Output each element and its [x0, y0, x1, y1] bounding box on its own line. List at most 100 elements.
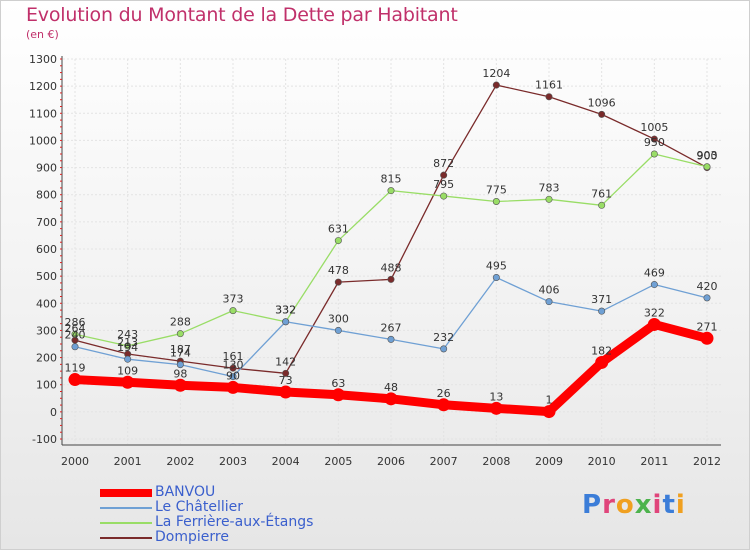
data-point-2 — [229, 307, 237, 315]
data-label-2: 775 — [486, 184, 507, 197]
y-tick-label: 1100 — [29, 107, 57, 120]
data-point-2 — [492, 198, 500, 206]
data-label-0: 90 — [226, 369, 240, 382]
data-point-1 — [282, 318, 290, 326]
data-label-2: 903 — [697, 149, 718, 162]
x-tick-label: 2006 — [377, 455, 405, 468]
data-label-2: 288 — [170, 316, 191, 329]
data-point-1 — [545, 298, 553, 306]
data-label-1: 406 — [539, 284, 560, 297]
data-label-2: 631 — [328, 223, 349, 236]
data-label-3: 478 — [328, 264, 349, 277]
data-label-3: 142 — [275, 355, 296, 368]
legend-item: BANVOU — [100, 485, 313, 500]
data-point-1 — [387, 335, 395, 343]
data-label-0: 322 — [644, 306, 665, 319]
y-tick-label: 600 — [36, 243, 57, 256]
data-label-2: 761 — [591, 187, 612, 200]
data-label-2: 373 — [223, 293, 244, 306]
data-point-0 — [595, 355, 609, 369]
data-label-0: 98 — [173, 367, 187, 380]
data-point-3 — [545, 93, 553, 101]
data-point-2 — [124, 342, 132, 350]
legend-item: Dompierre — [100, 530, 313, 545]
data-point-0 — [121, 375, 135, 389]
data-point-1 — [334, 326, 342, 334]
legend-swatch — [100, 506, 152, 509]
data-label-1: 469 — [644, 267, 665, 280]
x-tick-label: 2005 — [324, 455, 352, 468]
data-label-1: 267 — [381, 321, 402, 334]
data-label-3: 1204 — [482, 67, 510, 80]
legend-label: Dompierre — [155, 529, 229, 545]
data-point-2 — [71, 330, 79, 338]
legend-swatch — [100, 521, 152, 524]
data-label-1: 495 — [486, 260, 507, 273]
x-tick-label: 2012 — [693, 455, 721, 468]
data-label-2: 783 — [539, 181, 560, 194]
data-point-2 — [387, 187, 395, 195]
x-tick-label: 2008 — [482, 455, 510, 468]
data-label-2: 795 — [433, 178, 454, 191]
data-point-0 — [437, 398, 451, 412]
data-label-3: 872 — [433, 157, 454, 170]
y-tick-label: 300 — [36, 324, 57, 337]
chart-subtitle: (en €) — [26, 28, 59, 41]
data-label-1: 240 — [65, 329, 86, 342]
y-tick-label: 400 — [36, 297, 57, 310]
data-label-3: 1005 — [640, 121, 668, 134]
data-label-1: 300 — [328, 312, 349, 325]
x-tick-label: 2007 — [430, 455, 458, 468]
y-tick-label: 800 — [36, 189, 57, 202]
legend-item: La Ferrière-aux-Étangs — [100, 515, 313, 530]
data-label-0: 48 — [384, 381, 398, 394]
data-point-1 — [229, 373, 237, 381]
data-label-1: 174 — [170, 347, 191, 360]
y-tick-label: 900 — [36, 162, 57, 175]
data-label-2: 815 — [381, 173, 402, 186]
data-label-3: 900 — [697, 150, 718, 163]
data-label-2: 286 — [65, 316, 86, 329]
data-label-2: 950 — [644, 136, 665, 149]
data-point-0 — [647, 317, 661, 331]
data-point-3 — [440, 171, 448, 179]
data-point-3 — [650, 135, 658, 143]
x-tick-label: 2010 — [588, 455, 616, 468]
data-point-0 — [384, 392, 398, 406]
data-point-3 — [492, 81, 500, 89]
data-label-1: 194 — [117, 341, 138, 354]
data-label-1: 332 — [275, 304, 296, 317]
data-label-3: 187 — [170, 343, 191, 356]
x-tick-label: 2011 — [640, 455, 668, 468]
data-point-2 — [598, 201, 606, 209]
data-label-0: 182 — [591, 344, 612, 357]
data-point-1 — [492, 273, 500, 281]
data-label-3: 488 — [381, 261, 402, 274]
data-point-3 — [229, 364, 237, 372]
data-label-0: 271 — [697, 320, 718, 333]
data-label-0: 26 — [437, 387, 451, 400]
data-point-1 — [703, 294, 711, 302]
data-point-0 — [68, 373, 82, 387]
data-label-0: 73 — [279, 374, 293, 387]
data-label-3: 213 — [117, 336, 138, 349]
x-tick-label: 2009 — [535, 455, 563, 468]
data-label-1: 371 — [591, 293, 612, 306]
data-point-2 — [440, 192, 448, 200]
data-point-1 — [440, 345, 448, 353]
legend-item: Le Châtellier — [100, 500, 313, 515]
data-label-3: 1096 — [588, 96, 616, 109]
data-label-0: 13 — [489, 390, 503, 403]
data-label-2: 332 — [275, 304, 296, 317]
data-point-3 — [282, 369, 290, 377]
proxiti-logo: Proxiti — [582, 490, 686, 520]
data-point-1 — [176, 361, 184, 369]
data-point-3 — [387, 275, 395, 283]
data-point-1 — [598, 307, 606, 315]
data-point-0 — [226, 380, 240, 394]
data-label-1: 130 — [223, 359, 244, 372]
x-tick-label: 2001 — [114, 455, 142, 468]
x-tick-label: 2004 — [272, 455, 300, 468]
